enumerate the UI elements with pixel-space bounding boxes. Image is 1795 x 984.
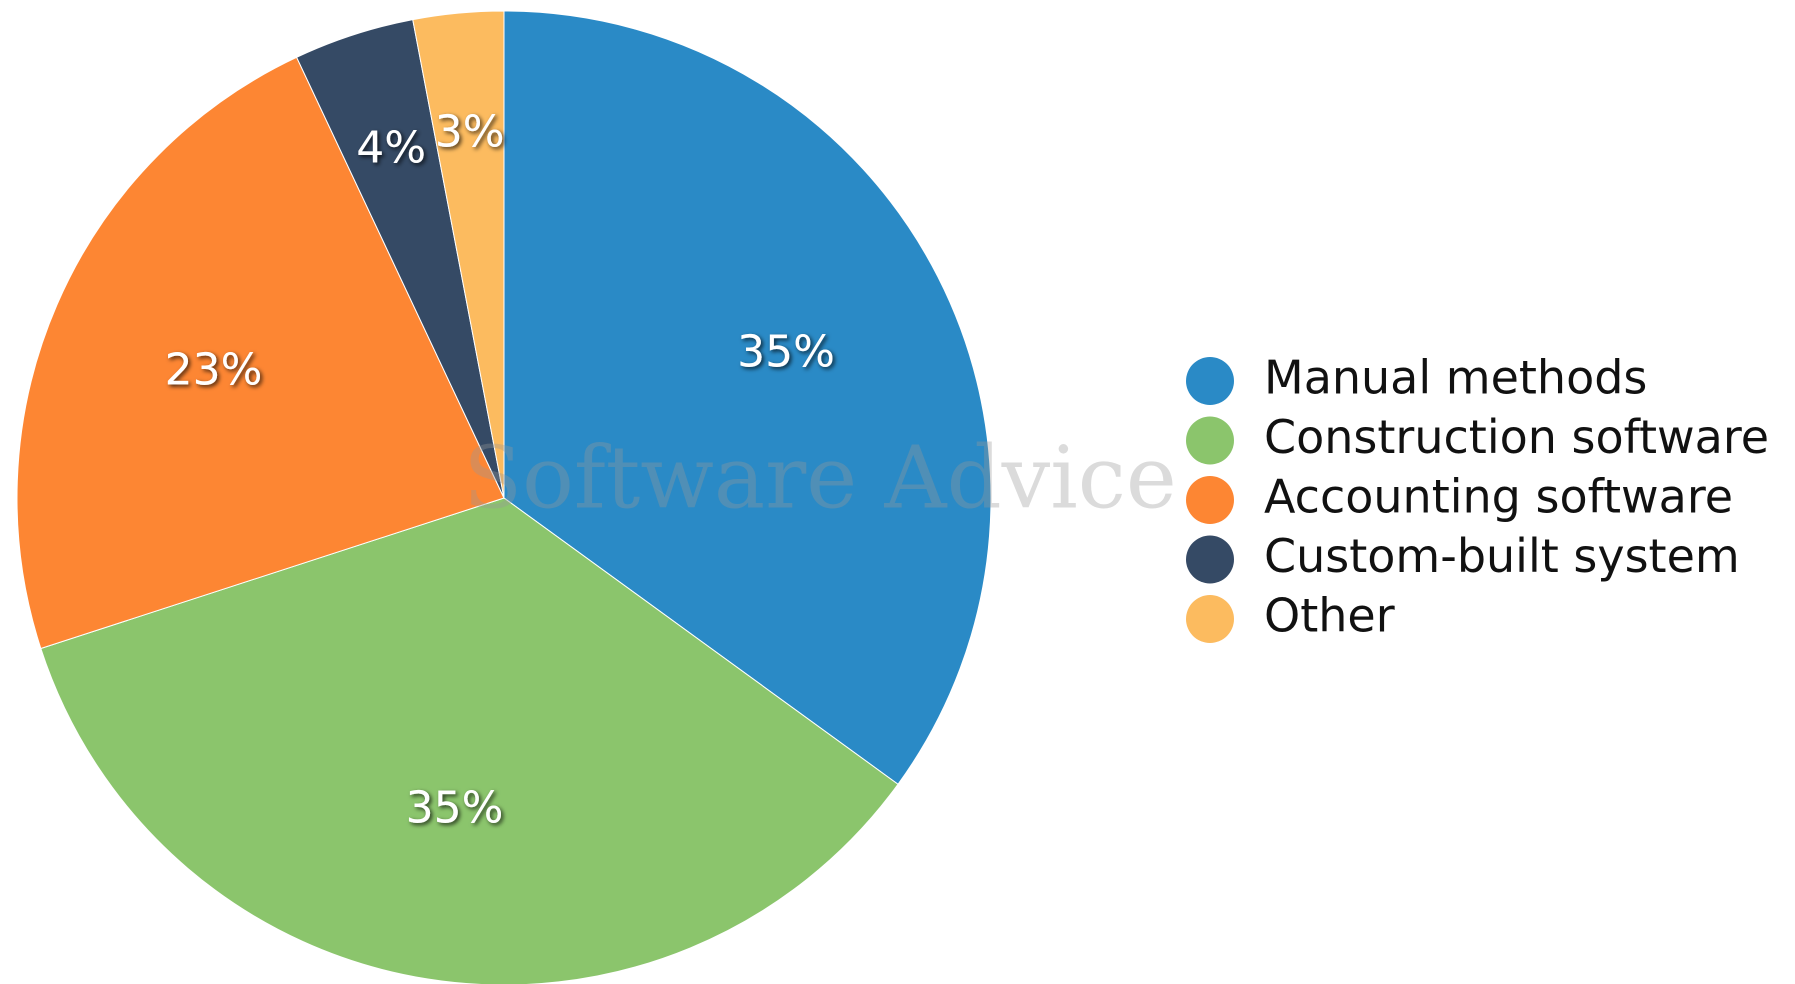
pie-slice	[40, 497, 899, 984]
data-label: 23%	[165, 344, 263, 395]
watermark: Software Advice	[463, 429, 1177, 529]
data-label: 35%	[737, 326, 835, 377]
data-labels: 35% 35% 23% 4% 3%	[165, 106, 835, 833]
legend-label: Other	[1264, 589, 1395, 643]
legend-label: Construction software	[1264, 410, 1769, 464]
legend-swatch	[1186, 535, 1234, 584]
legend-label: Custom-built system	[1264, 529, 1740, 583]
data-label: 4%	[356, 123, 426, 174]
legend-label: Accounting software	[1264, 470, 1733, 524]
legend-swatch	[1186, 476, 1234, 524]
pie-slice	[503, 10, 992, 785]
pie	[16, 10, 992, 984]
pie-slice	[16, 56, 505, 650]
legend-swatch	[1186, 416, 1234, 465]
data-label: 35%	[406, 783, 504, 834]
legend-swatch	[1186, 357, 1234, 405]
legend-label: Manual methods	[1264, 351, 1647, 405]
data-label: 3%	[435, 106, 505, 157]
legend-swatch	[1186, 595, 1234, 643]
pie-slice	[412, 10, 505, 499]
